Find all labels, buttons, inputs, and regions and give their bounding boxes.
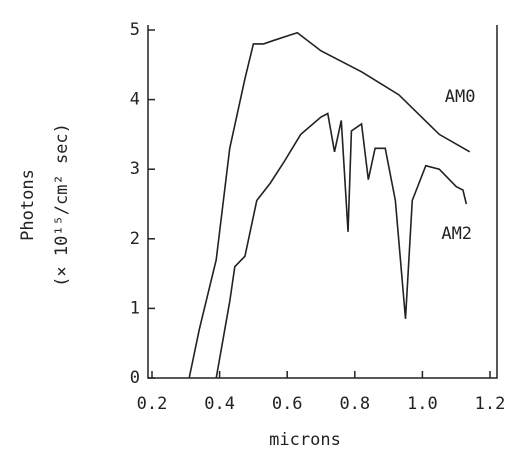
x-tick-label: 0.2: [137, 394, 168, 414]
y-tick-label: 0: [130, 368, 140, 388]
x-axis-label: microns: [269, 430, 341, 450]
x-tick-label: 1.0: [407, 394, 438, 414]
y-axis-units: (× 10¹⁵/cm² sec): [52, 123, 72, 287]
x-tick-label: 0.4: [204, 394, 235, 414]
y-tick-label: 3: [130, 159, 140, 179]
y-axis-label: Photons: [18, 169, 38, 241]
x-tick-label: 0.6: [272, 394, 303, 414]
series-line: [215, 112, 468, 379]
y-tick-label: 5: [130, 20, 140, 40]
series-label: AM2: [441, 224, 472, 244]
y-tick-label: 2: [130, 229, 140, 249]
y-tick-label: 4: [130, 90, 140, 110]
x-tick-label: 1.2: [475, 394, 506, 414]
x-tick-label: 0.8: [339, 394, 370, 414]
plot-frame: [147, 25, 498, 379]
y-tick-label: 1: [130, 298, 140, 318]
series-line: [188, 31, 471, 379]
series-label: AM0: [445, 87, 476, 107]
